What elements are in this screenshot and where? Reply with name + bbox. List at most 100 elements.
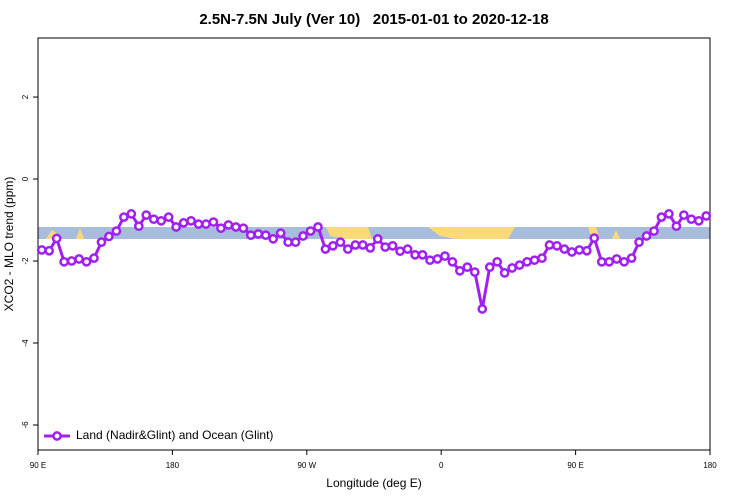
point: [626, 253, 637, 263]
plot-frame: [37, 37, 711, 451]
point: [701, 211, 712, 221]
point: [163, 212, 174, 222]
point: [365, 243, 376, 253]
point: [559, 244, 570, 254]
point: [253, 229, 264, 239]
point: [320, 244, 331, 254]
point: [283, 237, 293, 248]
chart-title: 2.5N-7.5N July (Ver 10) 2015-01-01 to 20…: [199, 11, 548, 28]
point: [208, 217, 219, 227]
point: [372, 234, 383, 244]
point: [350, 240, 361, 250]
point: [514, 260, 525, 270]
point: [171, 222, 181, 232]
x-tick-label: 180: [166, 461, 180, 470]
point: [133, 221, 144, 232]
point: [402, 244, 413, 254]
point: [469, 267, 480, 277]
point: [552, 240, 562, 251]
y-tick-label: -2: [21, 257, 30, 265]
point: [81, 256, 92, 267]
point: [357, 240, 368, 250]
point: [440, 251, 450, 261]
point: [484, 262, 495, 273]
point: [671, 221, 682, 232]
point: [223, 220, 234, 230]
point: [313, 222, 323, 232]
point: [537, 253, 547, 263]
legend-label: Land (Nadir&Glint) and Ocean (Glint): [76, 428, 273, 442]
point: [290, 237, 301, 248]
point: [36, 245, 47, 255]
point: [216, 223, 226, 234]
point: [148, 214, 159, 225]
point: [74, 254, 84, 264]
point: [268, 234, 279, 244]
y-tick-label: 0: [21, 176, 30, 181]
point: [380, 242, 391, 252]
point: [89, 253, 99, 263]
point: [275, 228, 286, 238]
point: [619, 256, 629, 267]
point: [649, 226, 659, 236]
point: [641, 231, 652, 241]
point: [119, 212, 129, 222]
land-patch: [428, 227, 515, 239]
point: [693, 215, 704, 226]
legend-marker: [52, 431, 62, 441]
point: [245, 230, 256, 241]
point: [305, 226, 316, 236]
point: [51, 233, 62, 244]
land-patch: [76, 228, 84, 239]
point: [186, 215, 196, 226]
ocean-strip: [38, 227, 710, 239]
point: [104, 231, 114, 242]
point: [156, 215, 167, 226]
point: [96, 237, 107, 248]
point: [425, 255, 435, 266]
point: [201, 219, 211, 229]
point: [260, 230, 271, 241]
point: [141, 210, 152, 220]
point: [298, 231, 308, 241]
y-axis-label: XCO2 - MLO trend (ppm): [2, 177, 16, 312]
y-tick-label: 2: [21, 94, 30, 99]
point: [604, 256, 615, 267]
point: [574, 245, 585, 255]
point: [664, 209, 674, 219]
point: [343, 244, 353, 254]
point: [432, 254, 443, 264]
point: [567, 247, 577, 257]
point: [522, 256, 532, 267]
point: [581, 245, 592, 256]
point: [231, 222, 241, 232]
point: [499, 268, 510, 278]
point: [656, 212, 667, 222]
point: [335, 237, 346, 248]
point: [178, 218, 189, 228]
x-tick-label: 0: [439, 461, 444, 470]
point: [417, 250, 428, 260]
x-axis-label: Longitude (deg E): [326, 476, 421, 490]
point: [387, 240, 398, 251]
x-tick-label: 90 E: [30, 461, 46, 470]
point: [589, 233, 600, 243]
point: [111, 226, 122, 236]
point: [611, 254, 622, 264]
land-patch: [612, 230, 620, 239]
x-tick-label: 90 W: [297, 461, 316, 470]
point: [395, 246, 405, 257]
point: [44, 245, 55, 256]
x-tick-label: 180: [703, 461, 717, 470]
point: [544, 240, 555, 250]
point: [462, 262, 473, 273]
y-tick-label: -6: [21, 421, 30, 429]
point: [686, 214, 697, 225]
point: [679, 210, 689, 220]
point: [410, 250, 420, 260]
y-tick-label: -4: [21, 339, 30, 347]
point: [238, 223, 249, 234]
point: [634, 237, 644, 248]
point: [193, 219, 204, 229]
